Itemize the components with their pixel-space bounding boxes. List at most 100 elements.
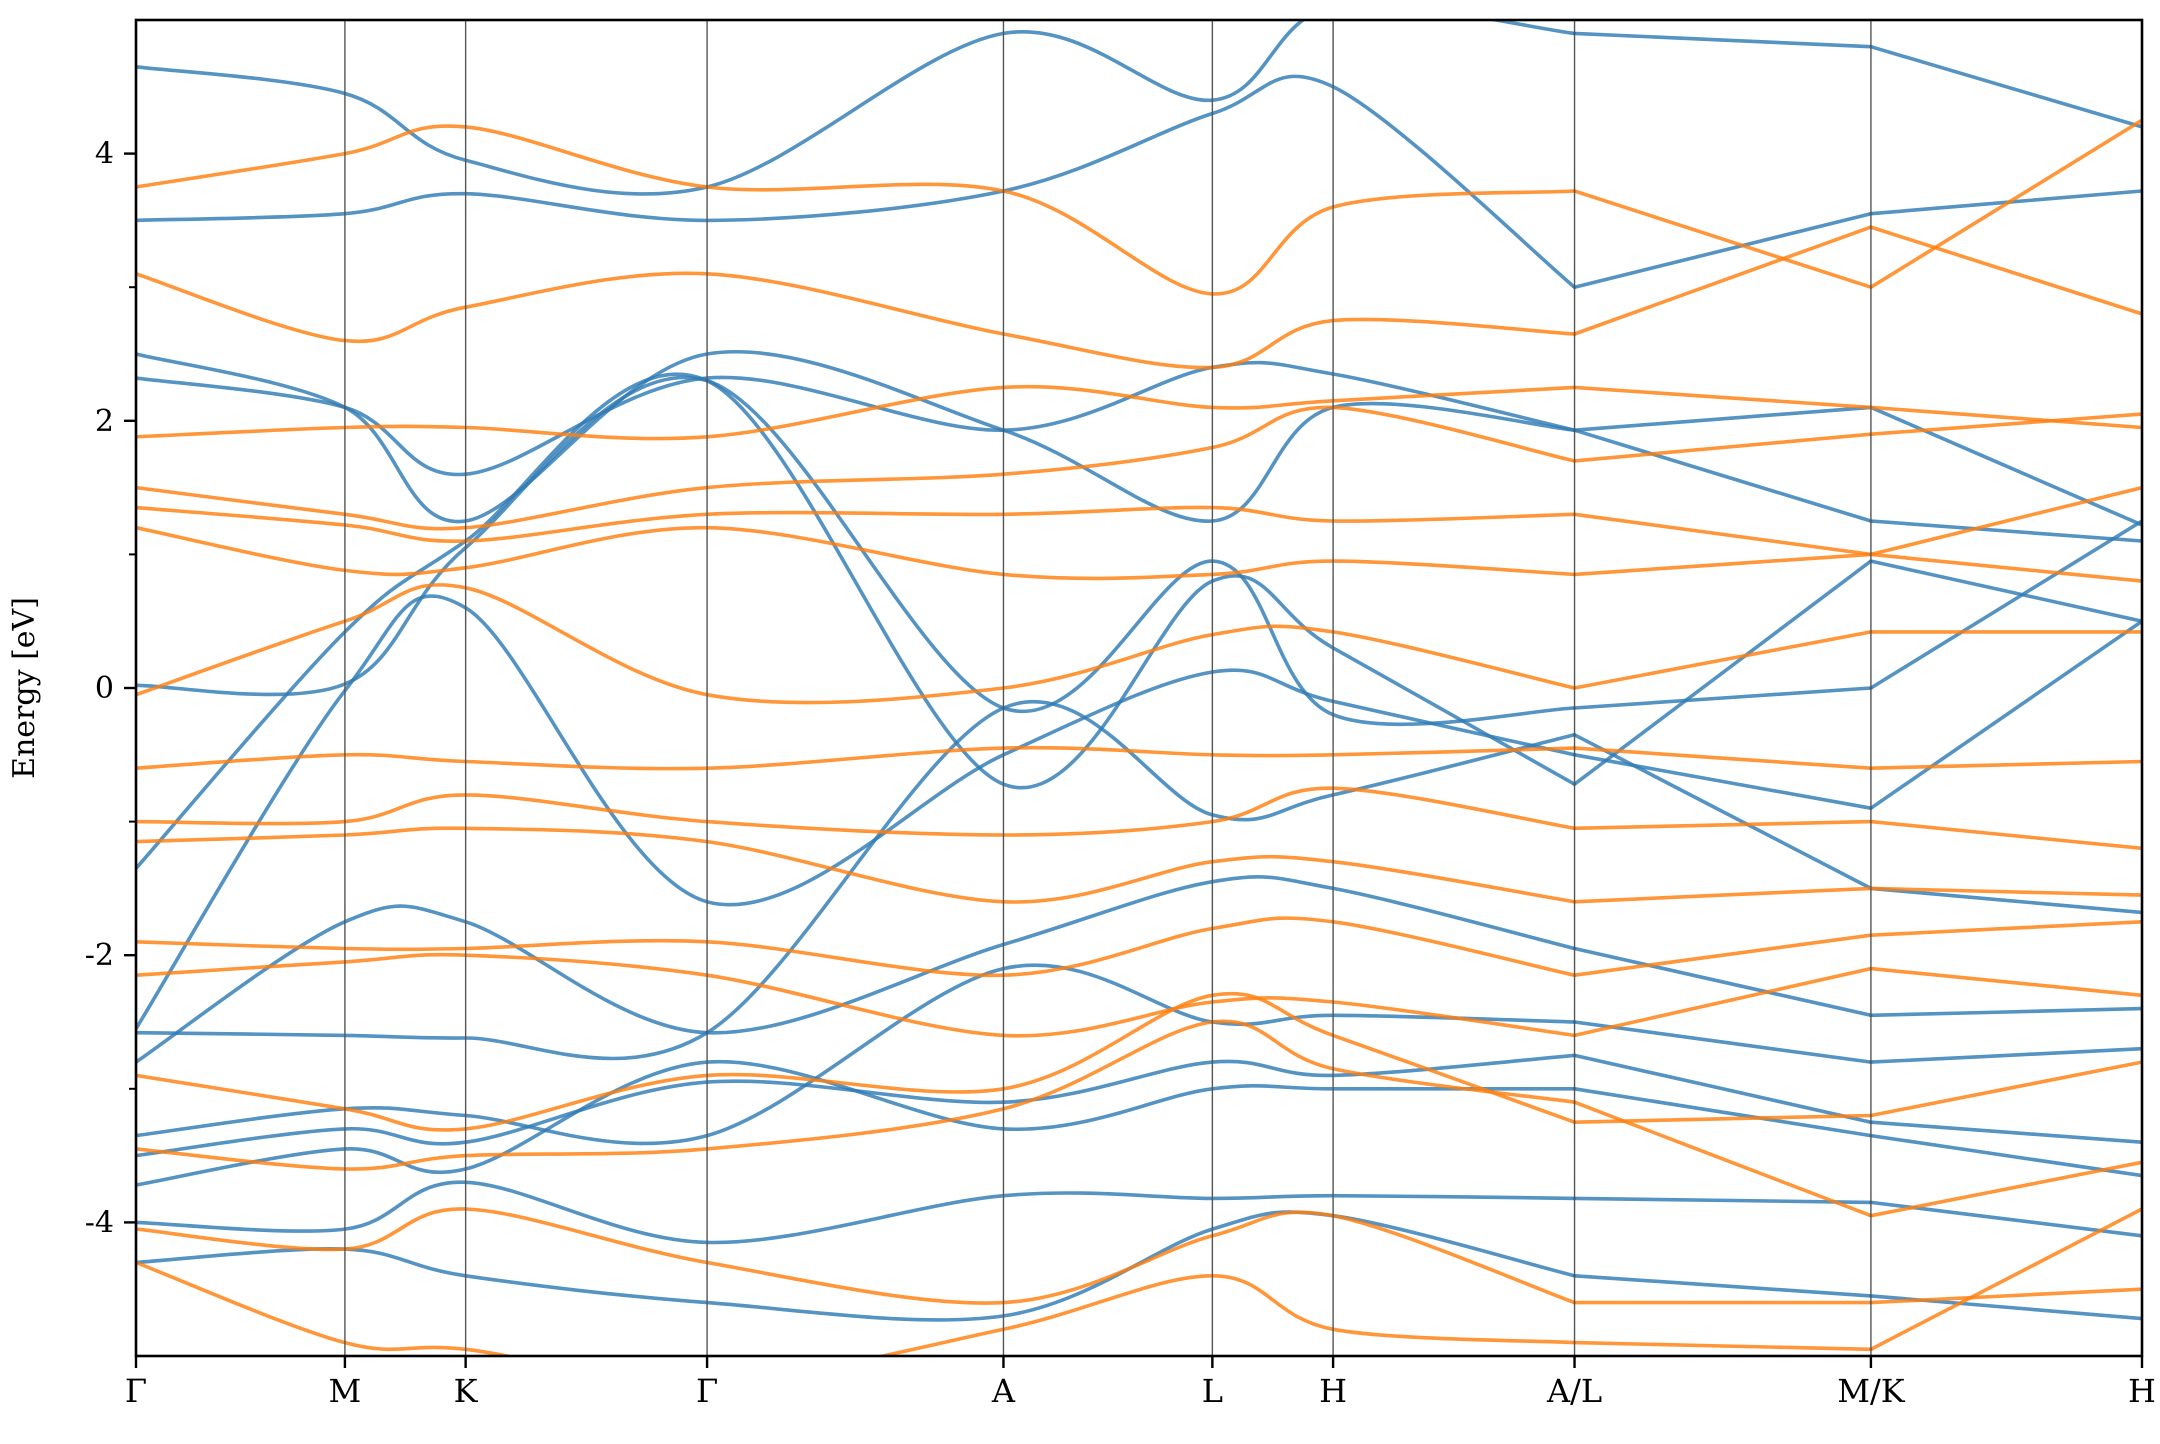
band-line-spin_down-12-0 <box>136 991 1577 1132</box>
band-line-spin_up-8-0 <box>136 1053 1577 1158</box>
band-line-spin_up-7-2 <box>1869 1046 2142 1064</box>
band-line-spin_down-3-0 <box>136 405 1577 531</box>
band-line-spin_up-10-2 <box>1869 1200 2142 1238</box>
x-tick-label-7: A/L <box>1546 1372 1602 1410</box>
band-line-spin_up-10-0 <box>136 1180 1577 1245</box>
band-line-spin_down-0-0 <box>136 271 1577 370</box>
band-line-spin_up-4-2 <box>1869 619 2142 810</box>
band-line-spin_up-0-1 <box>1572 405 1873 432</box>
x-tick-label-3: Γ <box>696 1372 718 1410</box>
band-line-spin_down-14-2 <box>1869 1287 2142 1305</box>
x-tick-label-8: M/K <box>1837 1372 1906 1410</box>
band-line-spin_down-8-2 <box>1869 819 2142 851</box>
band-line-spin_up-9-1 <box>1572 1087 1873 1138</box>
band-line-spin_down-10-0 <box>136 916 1577 978</box>
band-line-spin_down-13-2 <box>1869 1160 2142 1218</box>
band-line-spin_up-13-0 <box>136 20 1577 196</box>
band-line-spin_up-5-0 <box>136 699 1577 1061</box>
band-line-spin_down-14-0 <box>136 1207 1577 1305</box>
x-tick-label-4: A <box>991 1372 1016 1410</box>
band-line-spin_down-11-1 <box>1572 966 1873 1038</box>
band-line-spin_down-1-2 <box>1869 118 2142 289</box>
band-line-spin_up-11-2 <box>1869 1294 2142 1321</box>
band-line-spin_down-10-1 <box>1572 933 1873 977</box>
band-line-spin_up-4-1 <box>1572 753 1873 810</box>
y-tick-label-2: 0 <box>95 671 114 706</box>
band-line-spin_down-5-2 <box>1869 552 2142 583</box>
y-tick-label-0: -4 <box>85 1205 114 1240</box>
band-line-spin_up-11-1 <box>1572 1274 1873 1298</box>
band-line-spin_down-5-0 <box>136 525 1577 581</box>
band-line-spin_up-1-0 <box>136 349 1577 524</box>
band-line-spin_down-1-0 <box>136 124 1577 296</box>
band-line-spin_down-5-1 <box>1572 552 1873 577</box>
band-line-spin_down-15-0 <box>136 1260 1577 1356</box>
x-tick-label-1: M <box>329 1372 362 1410</box>
band-line-spin_down-1-1 <box>1572 189 1873 289</box>
x-tick-label-9: H <box>2128 1372 2156 1410</box>
x-ticks: Γ M K Γ A L H A/L M/K H <box>125 1356 2156 1410</box>
band-line-spin_down-7-2 <box>1869 759 2142 770</box>
band-line-spin_down-0-2 <box>1869 225 2142 316</box>
band-line-spin_down-4-2 <box>1869 485 2142 557</box>
band-line-spin_up-3-2 <box>1869 559 2142 623</box>
band-line-spin_up-2-0 <box>136 375 1577 727</box>
band-line-spin_up-2-2 <box>1869 519 2142 690</box>
band-line-spin_down-2-1 <box>1572 385 1873 410</box>
band-line-spin_down-11-2 <box>1869 966 2142 998</box>
kpoint-lines <box>344 20 1872 1356</box>
band-line-spin_down-10-2 <box>1869 920 2142 937</box>
band-line-spin_down-3-2 <box>1869 412 2142 436</box>
band-line-spin_up-10-1 <box>1572 1196 1873 1205</box>
band-line-spin_up-12-1 <box>1572 211 1873 289</box>
band-line-spin_down-9-1 <box>1572 886 1873 904</box>
band-line-spin_up-6-1 <box>1572 946 1873 1018</box>
band-line-spin_down-7-1 <box>1572 746 1873 770</box>
band-line-spin_down-6-1 <box>1572 630 1873 690</box>
band-line-spin_up-6-2 <box>1869 1006 2142 1018</box>
band-line-spin_up-9-0 <box>136 1059 1577 1187</box>
band-line-spin_down-7-0 <box>136 745 1577 771</box>
band-line-spin_up-3-1 <box>1572 559 1873 786</box>
band-line-spin_down-8-0 <box>136 786 1577 837</box>
band-line-spin_up-3-0 <box>136 372 1577 871</box>
x-tick-label-5: L <box>1202 1372 1223 1410</box>
band-line-spin_down-9-2 <box>1869 886 2142 897</box>
y-axis-label: Energy [eV] <box>7 597 42 779</box>
band-line-spin_down-2-0 <box>136 384 1577 441</box>
band-line-spin_down-4-1 <box>1572 512 1873 557</box>
band-line-spin_up-2-1 <box>1572 686 1873 710</box>
band-line-spin_up-0-0 <box>136 360 1577 477</box>
band-line-spin_up-7-1 <box>1572 1020 1873 1064</box>
band-line-spin_down-2-2 <box>1869 405 2142 430</box>
band-line-spin_down-8-1 <box>1572 819 1873 831</box>
band-line-spin_down-12-2 <box>1869 1060 2142 1118</box>
band-line-spin_down-4-0 <box>136 505 1577 543</box>
band-line-spin_up-7-0 <box>136 963 1577 1146</box>
band-line-spin_down-12-1 <box>1572 1113 1873 1124</box>
band-line-spin_down-15-1 <box>1572 1340 1873 1352</box>
band-line-spin_down-9-0 <box>136 826 1577 904</box>
y-tick-label-1: -2 <box>85 938 114 973</box>
band-line-spin_up-13-2 <box>1869 44 2142 129</box>
x-tick-label-6: H <box>1319 1372 1347 1410</box>
band-lines <box>136 20 2142 1356</box>
band-line-spin_up-1-2 <box>1869 519 2142 543</box>
band-line-spin_up-1-1 <box>1572 428 1873 523</box>
band-line-spin_down-13-1 <box>1572 1100 1873 1218</box>
x-tick-label-2: K <box>454 1372 479 1410</box>
band-line-spin_down-6-0 <box>136 583 1577 705</box>
band-line-spin_down-0-1 <box>1572 225 1873 336</box>
band-line-spin_up-9-2 <box>1869 1133 2142 1178</box>
band-line-spin_down-13-0 <box>136 1019 1577 1171</box>
y-tick-label-4: 4 <box>95 137 114 172</box>
band-line-spin_down-3-1 <box>1572 432 1873 463</box>
band-line-spin_up-0-2 <box>1869 405 2142 527</box>
y-ticks: -4 -2 0 2 4 <box>85 137 136 1240</box>
y-tick-label-3: 2 <box>95 404 114 439</box>
band-line-spin_down-15-2 <box>1869 1207 2142 1352</box>
x-tick-label-0: Γ <box>125 1372 147 1410</box>
band-line-spin_down-11-0 <box>136 952 1577 1038</box>
